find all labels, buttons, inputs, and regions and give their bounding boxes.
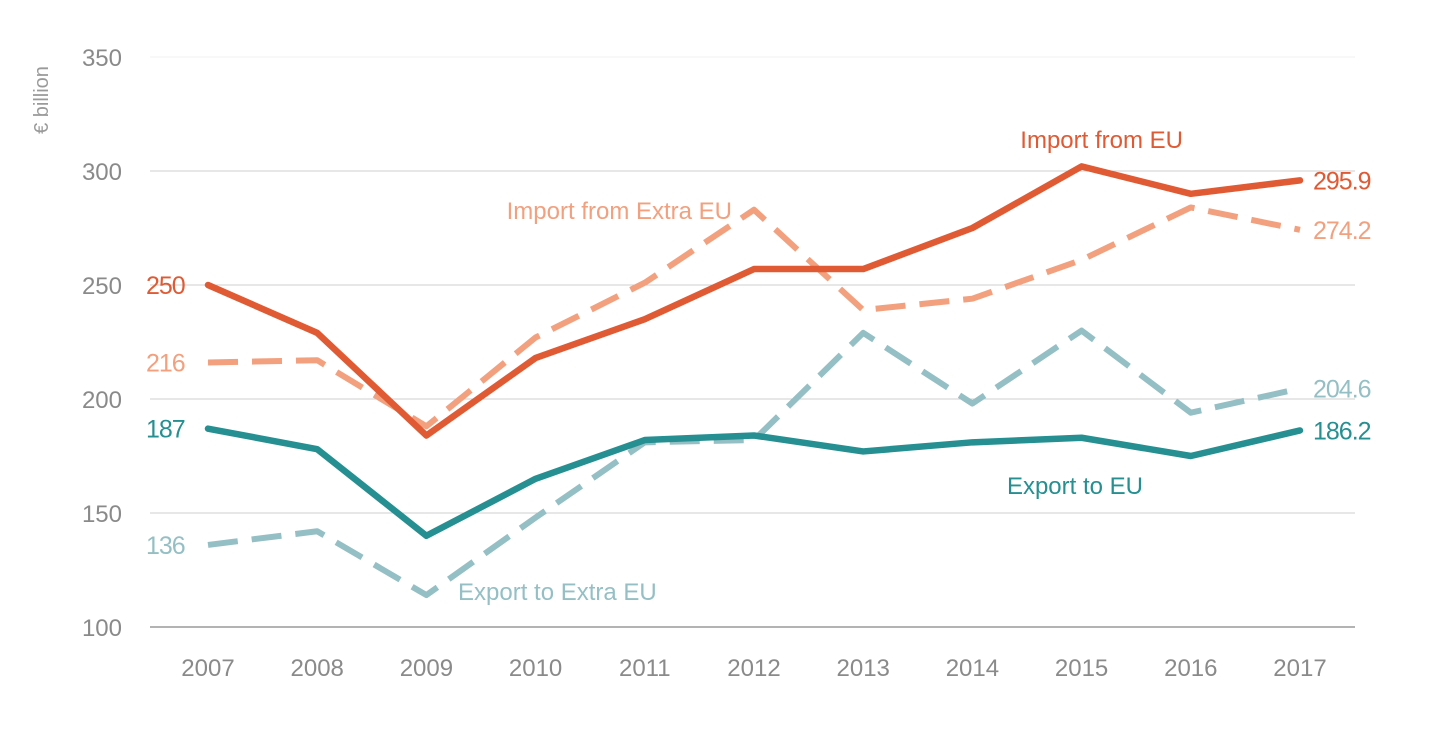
y-tick-label: 100 <box>82 615 122 642</box>
series-name-label: Import from EU <box>1020 127 1183 154</box>
y-axis-label: € billion <box>31 66 53 134</box>
start-value-label: 187 <box>146 416 185 444</box>
start-value-label: 136 <box>146 532 185 560</box>
y-axis: 100 150 200 250 300 350 <box>82 45 122 642</box>
series-lines <box>204 163 1304 599</box>
end-value-label: 186.2 <box>1313 417 1371 445</box>
x-tick-label: 2016 <box>1164 655 1217 682</box>
y-tick-label: 350 <box>82 45 122 72</box>
x-tick-label: 2015 <box>1055 655 1108 682</box>
x-axis: 2007 2008 2009 2010 2011 2012 2013 2014 2015 2016… <box>181 655 1326 682</box>
series-line-import-from-extra-eu <box>207 204 1301 430</box>
gridlines <box>150 56 1355 628</box>
start-value-label: 216 <box>146 350 185 378</box>
end-value-label: 204.6 <box>1313 376 1371 404</box>
series-name-label: Export to Extra EU <box>458 579 657 606</box>
x-tick-label: 2011 <box>619 655 671 682</box>
x-tick-label: 2012 <box>727 655 780 682</box>
start-value-label: 250 <box>146 272 185 300</box>
x-tick-label: 2010 <box>509 655 562 682</box>
y-tick-label: 200 <box>82 387 122 414</box>
x-tick-label: 2009 <box>400 655 453 682</box>
series-name-label: Import from Extra EU <box>507 198 732 225</box>
series-line-export-to-eu <box>204 425 1304 540</box>
end-value-label: 295.9 <box>1313 167 1371 195</box>
x-tick-label: 2014 <box>946 655 999 682</box>
y-tick-label: 300 <box>82 159 122 186</box>
y-tick-label: 150 <box>82 501 122 528</box>
y-tick-label: 250 <box>82 273 122 300</box>
series-labels: Import from EU 250 295.9 Import from Extra … <box>146 127 1372 606</box>
x-tick-label: 2008 <box>291 655 344 682</box>
x-tick-label: 2017 <box>1273 655 1326 682</box>
end-value-label: 274.2 <box>1313 217 1371 245</box>
x-tick-label: 2013 <box>837 655 890 682</box>
x-tick-label: 2007 <box>181 655 234 682</box>
series-line-import-from-eu <box>204 163 1304 439</box>
series-line-export-to-extra-eu <box>207 327 1301 599</box>
series-name-label: Export to EU <box>1007 473 1143 500</box>
